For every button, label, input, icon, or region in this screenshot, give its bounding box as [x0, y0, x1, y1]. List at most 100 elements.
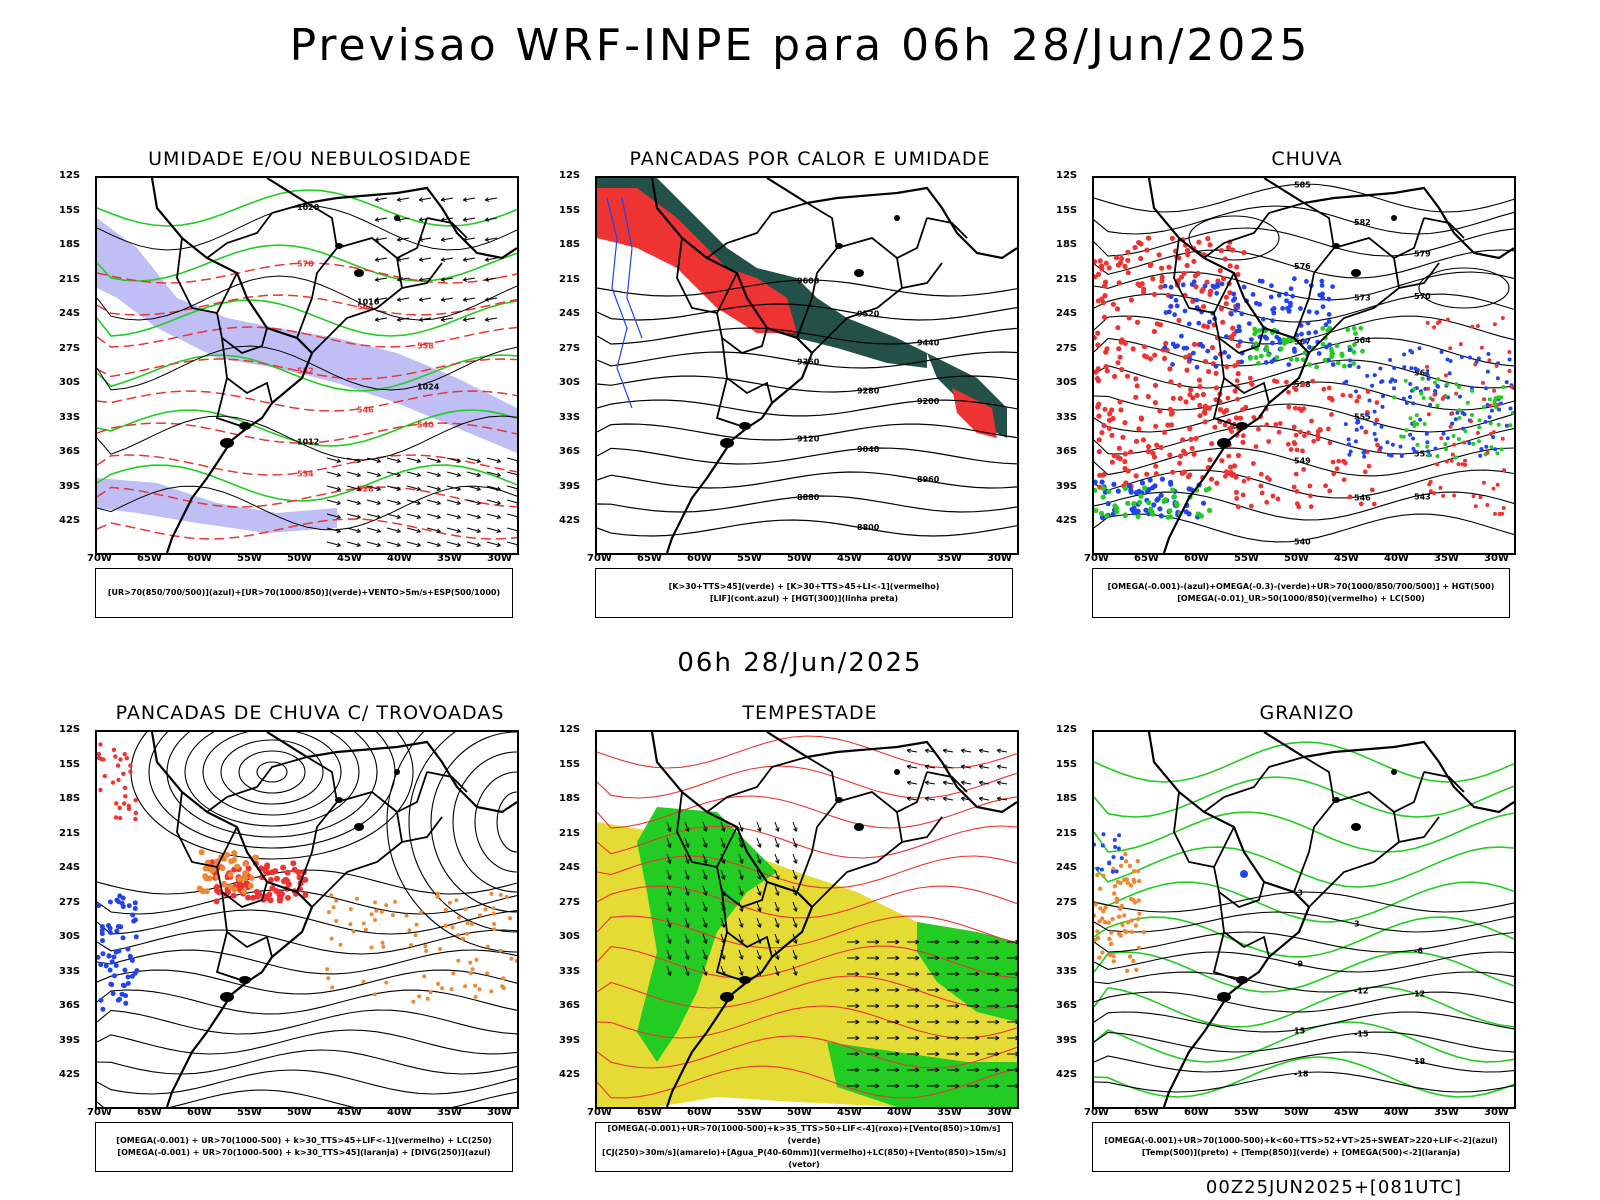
shaded-cell [1362, 469, 1368, 475]
country-border [1203, 202, 1305, 259]
lon-tick-label: 30W [487, 1107, 512, 1118]
shaded-cell [1154, 497, 1160, 503]
contour-label: -12 [1354, 986, 1368, 995]
shaded-cell [1131, 958, 1136, 964]
wind-vector [702, 837, 707, 848]
shaded-cell [1174, 303, 1180, 309]
wind-vector-head [484, 197, 490, 202]
wind-vector-head [739, 891, 744, 896]
contour-line [1094, 513, 1514, 543]
shaded-cell [1172, 312, 1177, 318]
shaded-cell [1412, 387, 1416, 392]
shaded-cell [132, 970, 138, 976]
shaded-cell [224, 851, 231, 858]
shaded-cell [407, 928, 412, 933]
shaded-cell [1240, 407, 1245, 413]
contour-line [1094, 776, 1514, 818]
wind-vector-head [336, 486, 341, 492]
wind-vector-head [1015, 955, 1017, 961]
shaded-cell [1504, 423, 1509, 428]
shaded-cell [1102, 279, 1109, 285]
shaded-cell [1249, 337, 1254, 342]
shaded-cell [381, 944, 386, 949]
wind-vector-head [942, 796, 948, 802]
shaded-area [917, 922, 1017, 1022]
shaded-cell [1133, 394, 1139, 400]
map-area: 9600 9520 9440 9360 9280 9200 9120 9040 8960 8880… [595, 176, 1019, 555]
wind-vector [684, 949, 689, 960]
shaded-cell [263, 864, 270, 871]
shaded-cell [1496, 395, 1501, 400]
country-border [1203, 756, 1305, 813]
wind-vector-head [416, 514, 421, 520]
wind-vector-head [462, 297, 468, 302]
shaded-cell [473, 994, 478, 999]
shaded-cell [348, 922, 353, 927]
shaded-cell [1427, 482, 1432, 487]
lat-tick-label: 36S [1056, 446, 1078, 457]
lat-tick-label: 36S [559, 1000, 581, 1011]
shaded-cell [1314, 310, 1320, 315]
shaded-cell [1326, 385, 1332, 391]
wind-vector [375, 297, 388, 301]
run-info: 00Z25JUN2025+[081UTC] [1205, 1177, 1462, 1198]
wind-vector-head [924, 764, 930, 770]
shaded-cell [1485, 503, 1490, 507]
coastline [1147, 732, 1311, 1107]
shaded-cell [1458, 394, 1462, 399]
contour-line [1094, 846, 1514, 888]
country-border [1173, 237, 1235, 315]
shaded-cell [1356, 394, 1362, 400]
contour-line [97, 889, 517, 915]
wind-vector [774, 917, 779, 928]
shaded-cell [1435, 462, 1440, 467]
wind-vector-head [875, 1051, 880, 1057]
wind-vector [441, 317, 454, 321]
shaded-cell [1253, 444, 1259, 449]
lat-tick-label: 12S [1056, 170, 1078, 181]
contour-line [1094, 1056, 1514, 1098]
shaded-cell [1116, 280, 1122, 286]
coastline-north [1263, 732, 1514, 814]
wind-vector-head [396, 486, 401, 492]
shaded-cell [1187, 352, 1193, 358]
shaded-cell [501, 986, 506, 991]
shaded-cell [1220, 319, 1226, 325]
wind-vector-head [436, 514, 441, 520]
wind-vector [997, 765, 1008, 769]
shaded-cell [1257, 302, 1263, 307]
contour-line [97, 518, 517, 540]
shaded-cell [1122, 913, 1127, 918]
wind-vector-head [496, 472, 501, 478]
shaded-cell [1486, 352, 1491, 356]
shaded-cell [1253, 355, 1259, 360]
shaded-cell [99, 931, 105, 937]
wind-vector-head [721, 923, 726, 928]
contour-label: -3 [1294, 888, 1303, 897]
wind-vector [446, 457, 461, 463]
shaded-cell [108, 981, 114, 987]
shaded-cell [1175, 278, 1181, 284]
shaded-cell [1409, 366, 1414, 371]
shaded-cell [1477, 439, 1481, 444]
lat-tick-label: 24S [559, 308, 581, 319]
contour-label: 564 [357, 303, 374, 312]
shaded-cell [351, 929, 356, 934]
country-border [706, 202, 808, 259]
lat-tick-label: 30S [59, 931, 81, 942]
shaded-cell [1331, 471, 1337, 477]
wind-vector [774, 885, 779, 896]
contour-line [97, 869, 517, 895]
country-border [1398, 262, 1440, 289]
shaded-cell [1482, 397, 1486, 402]
shaded-cell [1106, 425, 1112, 431]
shaded-cell [1223, 473, 1228, 479]
wind-vector-head [685, 923, 690, 928]
shaded-cell [1138, 493, 1144, 499]
wind-vector-head [418, 257, 424, 262]
shaded-cell [252, 854, 259, 861]
shaded-cell [1109, 930, 1114, 935]
shaded-cell [1308, 493, 1313, 499]
wind-vector [426, 485, 441, 491]
shaded-cell [1379, 424, 1384, 429]
